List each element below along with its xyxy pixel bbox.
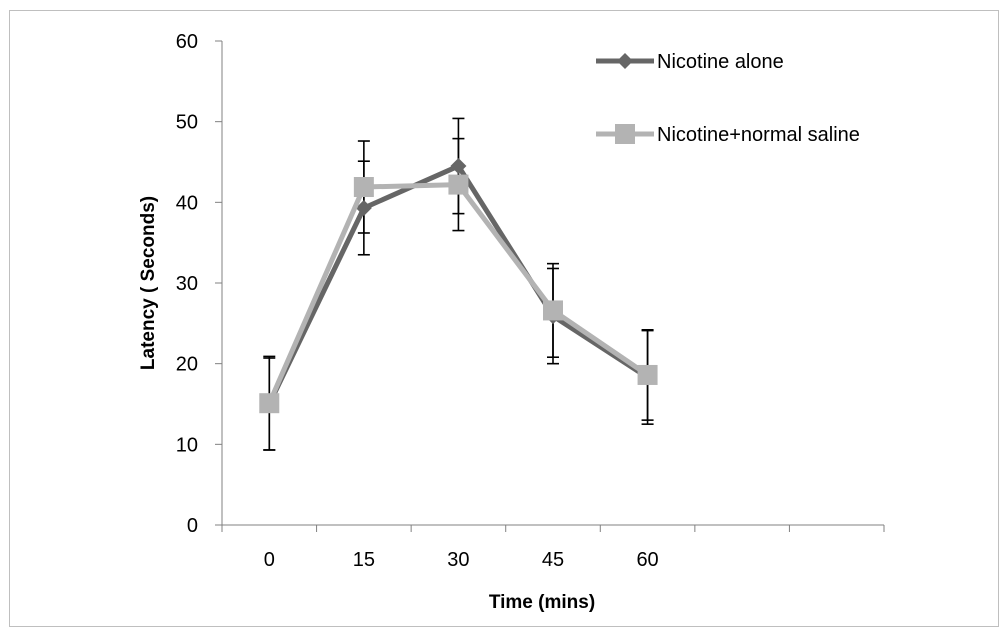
x-axis-ticks: 0 15 30 45 60 (221, 525, 885, 571)
x-tick-label: 60 (636, 549, 658, 571)
data-point (355, 199, 372, 216)
y-tick-label: 60 (176, 31, 198, 53)
y-tick-label: 50 (176, 112, 198, 134)
y-tick-label: 30 (176, 273, 198, 295)
y-tick-label: 0 (187, 515, 198, 537)
legend-marker (615, 124, 635, 144)
x-tick-label: 0 (264, 549, 275, 571)
data-point (450, 158, 467, 175)
data-point (448, 174, 469, 195)
series-2 (259, 174, 658, 414)
y-tick-label: 10 (176, 434, 198, 456)
legend-marker (617, 53, 633, 69)
chart-frame (9, 10, 999, 627)
data-point (353, 177, 374, 198)
axes: 0 10 20 30 40 50 60 0 15 30 45 60 (176, 31, 885, 571)
x-tick-label: 30 (447, 549, 469, 571)
x-axis-title: Time (mins) (489, 592, 595, 613)
legend-item: Nicotine+normal saline (596, 124, 860, 146)
legend-item: Nicotine alone (596, 51, 784, 73)
legend-label: Nicotine alone (657, 51, 784, 73)
x-tick-label: 45 (542, 549, 564, 571)
y-axis-ticks: 0 10 20 30 40 50 60 (176, 31, 222, 537)
legend: Nicotine alone Nicotine+normal saline (596, 51, 860, 146)
legend-label: Nicotine+normal saline (657, 124, 860, 146)
y-tick-label: 20 (176, 354, 198, 376)
data-point (543, 300, 563, 321)
data-point (637, 364, 658, 385)
series-layer (259, 158, 658, 414)
x-tick-label: 15 (353, 549, 375, 571)
data-point (259, 393, 280, 414)
y-axis-title: Latency ( Seconds) (138, 196, 159, 370)
y-tick-label: 40 (176, 192, 198, 214)
